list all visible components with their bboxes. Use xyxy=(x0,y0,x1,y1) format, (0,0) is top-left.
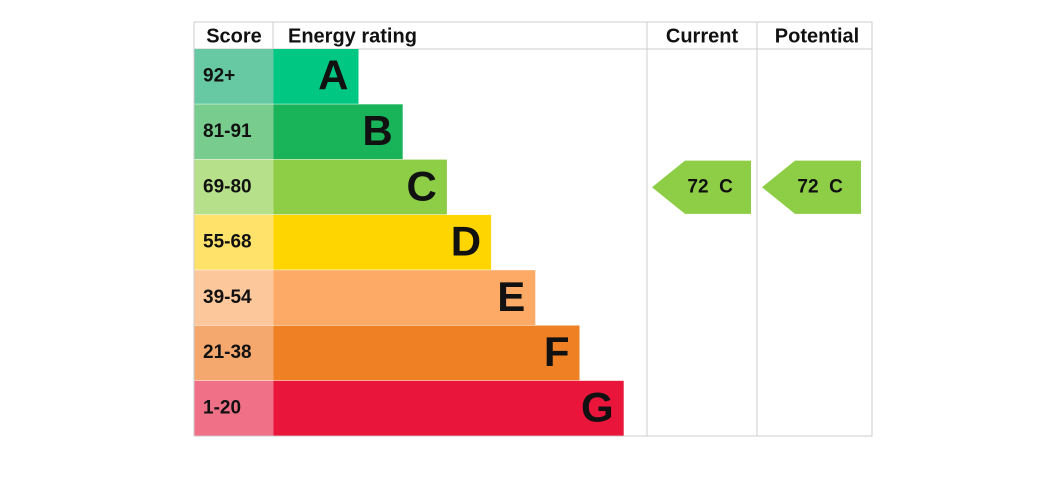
rating-letter: C xyxy=(407,162,437,209)
rating-letter: D xyxy=(451,218,481,265)
rating-bar xyxy=(273,159,447,215)
rating-letter: E xyxy=(497,273,525,320)
header-current: Current xyxy=(666,25,739,47)
score-label: 55-68 xyxy=(203,232,252,253)
current-rating: C xyxy=(719,176,733,197)
potential-rating: C xyxy=(829,176,843,197)
rating-letter: B xyxy=(362,107,392,154)
rating-bar xyxy=(273,104,403,160)
header-rating: Energy rating xyxy=(288,25,417,47)
score-cell xyxy=(194,49,274,104)
rating-letter: A xyxy=(318,52,348,99)
potential-value: 72 xyxy=(797,176,818,197)
current-value: 72 xyxy=(687,176,708,197)
score-label: 39-54 xyxy=(203,287,252,308)
score-cell xyxy=(194,380,274,436)
current-arrow xyxy=(652,160,751,214)
score-label: 92+ xyxy=(203,66,235,87)
score-cell xyxy=(194,325,274,381)
frame xyxy=(193,21,873,437)
score-label: 81-91 xyxy=(203,121,252,142)
rating-bar xyxy=(273,380,624,436)
rating-bar xyxy=(273,270,536,325)
rating-letter: G xyxy=(581,384,614,431)
rating-bar xyxy=(273,325,580,381)
rating-letter: F xyxy=(544,328,570,375)
rating-bar xyxy=(273,49,359,104)
score-cell xyxy=(194,214,274,270)
score-label: 21-38 xyxy=(203,342,252,363)
potential-arrow xyxy=(762,160,861,214)
rating-bar xyxy=(273,214,492,270)
score-label: 1-20 xyxy=(203,397,241,418)
score-label: 69-80 xyxy=(203,176,252,197)
score-cell xyxy=(194,270,274,325)
score-cell xyxy=(194,104,274,160)
score-cell xyxy=(194,159,274,215)
header-score: Score xyxy=(206,25,262,47)
header-potential: Potential xyxy=(775,25,859,47)
